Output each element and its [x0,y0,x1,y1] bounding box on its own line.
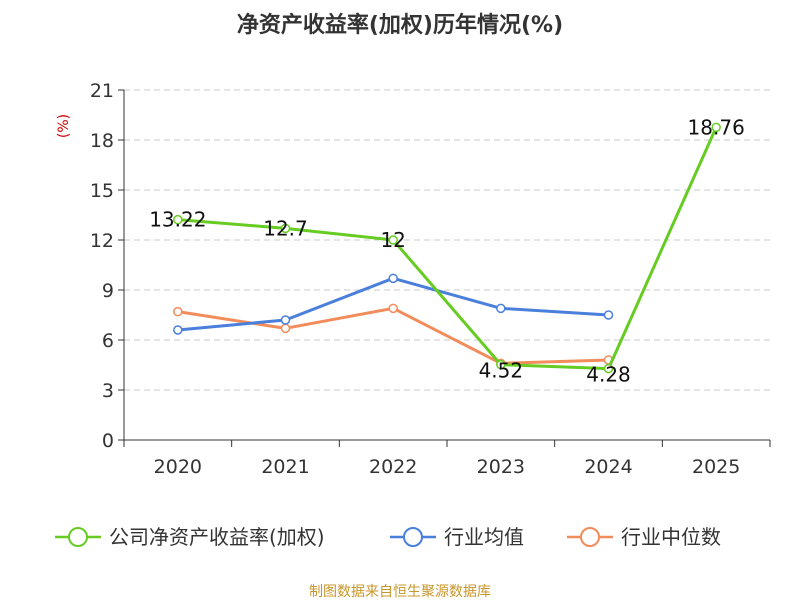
x-tick-label: 2023 [477,456,525,478]
y-tick-label: 12 [90,230,114,252]
y-tick-label: 21 [90,80,114,102]
grid-layer [124,89,770,391]
legend-item: 行业中位数 [567,525,721,549]
series-0 [173,122,721,374]
data-label: 4.52 [479,359,524,383]
data-label: 12 [380,228,405,252]
legend-label: 公司净资产收益率(加权) [109,525,325,549]
x-tick-label: 2020 [154,456,202,478]
x-tick-label: 2025 [692,456,740,478]
data-label: 13.22 [149,208,206,232]
data-label: 18.76 [688,115,745,139]
y-tick-label: 18 [90,130,114,152]
legend: 公司净资产收益率(加权) 行业均值 行业中位数 [55,525,721,549]
y-tick-label: 15 [90,180,114,202]
y-axis-label: (%) [56,114,72,138]
data-point [280,315,291,325]
data-point [388,235,398,245]
y-tick-label: 9 [102,280,114,302]
legend-marker [580,527,600,547]
y-tick-label: 6 [102,330,114,352]
series-2 [173,303,614,369]
chart-title: 净资产收益率(加权)历年情况(%) [237,12,563,38]
series-layer [173,122,721,374]
source-note: 制图数据来自恒生聚源数据库 [309,584,491,600]
legend-item: 公司净资产收益率(加权) [55,525,325,549]
series-line [177,306,609,365]
data-label: 12.7 [263,216,308,240]
data-point [388,273,398,284]
axes-layer: 0 3 6 9 12 15 18 21 2020 2021 2022 2023 2024 2025 [90,80,771,478]
x-tick-label: 2024 [584,456,632,478]
data-point [388,303,398,314]
data-point [603,310,614,320]
y-tick-label: 3 [102,380,114,402]
legend-marker [68,527,88,547]
legend-label: 行业中位数 [621,525,721,549]
series-1 [173,273,614,335]
legend-marker [403,527,423,547]
data-point [173,214,183,225]
legend-label: 行业均值 [444,525,524,549]
legend-item: 行业均值 [390,525,524,549]
data-point [173,306,183,317]
x-tick-label: 2022 [369,456,417,478]
data-point [173,325,183,335]
data-labels-layer: 13.22 12.7 12 4.52 4.28 18.76 [149,115,745,386]
data-point [711,122,721,133]
data-point [280,323,291,334]
data-point [280,223,291,234]
data-point [603,363,614,374]
y-tick-label: 0 [102,430,114,452]
data-point [496,303,506,314]
data-point [496,359,506,370]
data-label: 4.28 [586,363,631,387]
x-tick-label: 2021 [261,456,309,478]
series-line [177,126,718,371]
